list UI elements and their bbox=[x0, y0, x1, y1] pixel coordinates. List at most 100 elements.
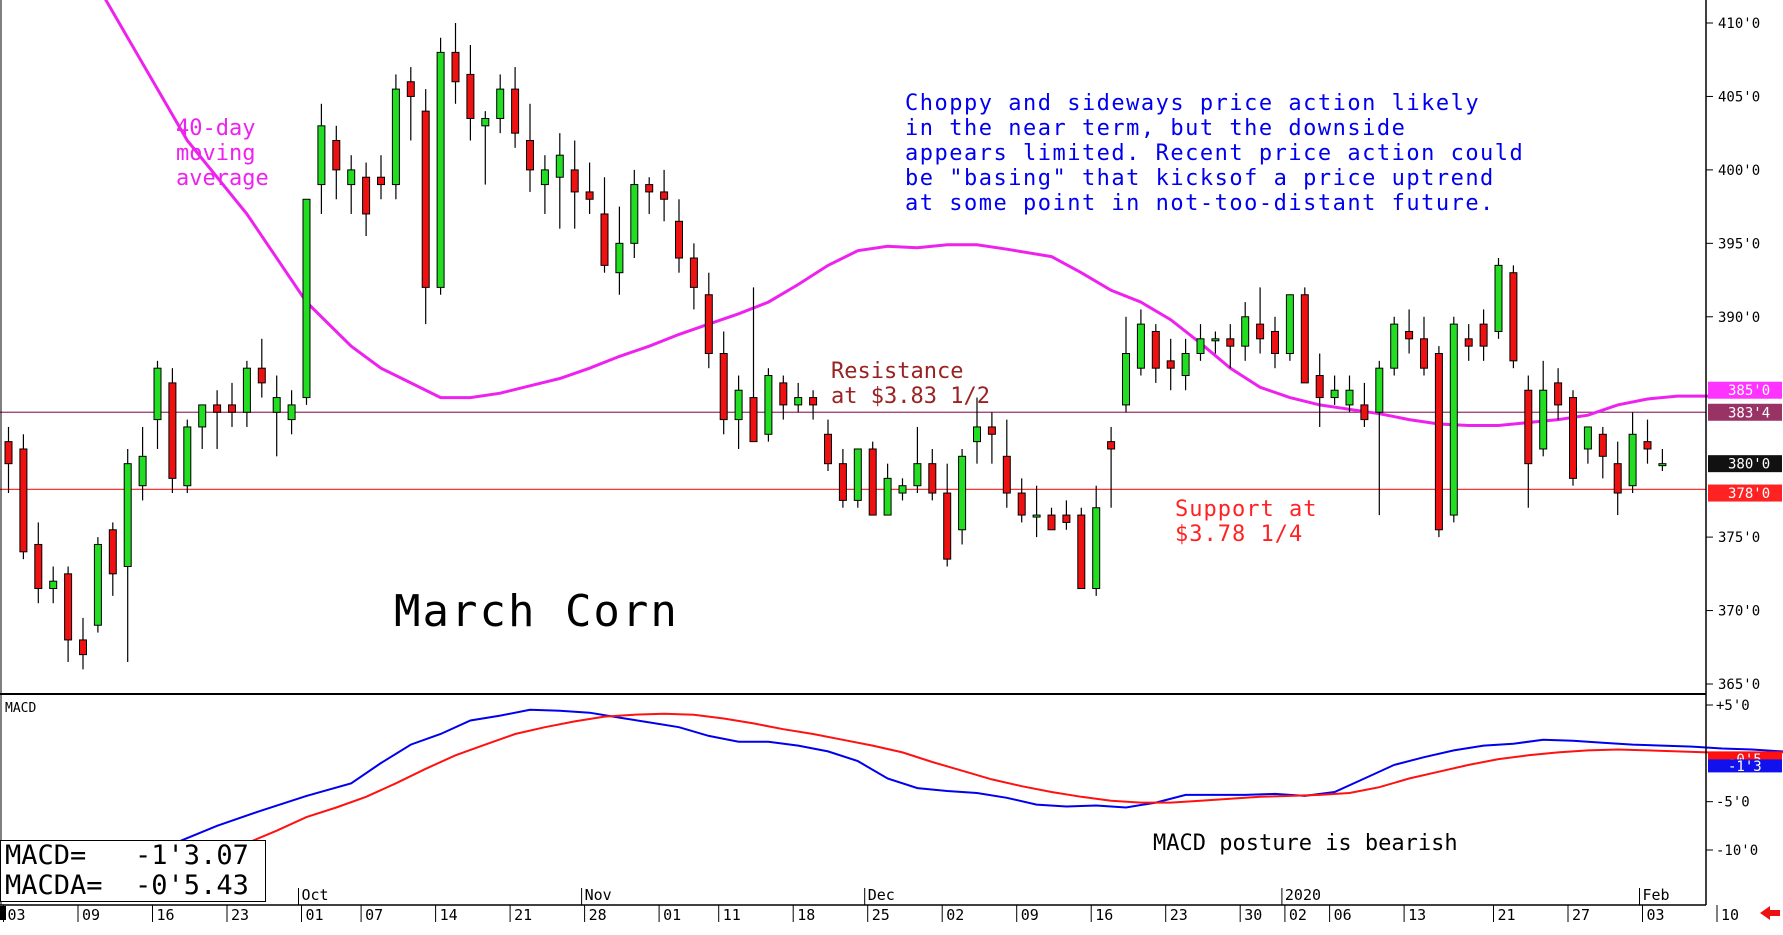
candle bbox=[1002, 419, 1011, 508]
candle bbox=[79, 617, 87, 670]
candle-body-down bbox=[1509, 272, 1518, 362]
candle bbox=[451, 23, 460, 104]
candle-body-up bbox=[49, 580, 58, 590]
candle bbox=[1285, 294, 1294, 361]
date-tick-label: 27 bbox=[1572, 906, 1590, 924]
candle bbox=[1122, 316, 1130, 413]
date-tick-label: 16 bbox=[157, 906, 175, 924]
candle bbox=[64, 566, 73, 662]
candle bbox=[377, 155, 385, 200]
candle bbox=[511, 67, 520, 148]
scroll-handle bbox=[0, 906, 6, 920]
candle bbox=[1196, 324, 1205, 361]
candle-body-down bbox=[1598, 433, 1607, 457]
support-annotation-line: Support at bbox=[1175, 497, 1317, 522]
candle-body-up bbox=[913, 463, 922, 487]
candle-body-up bbox=[242, 367, 251, 413]
candle-body-down bbox=[466, 73, 475, 119]
candle-body-down bbox=[1479, 323, 1488, 347]
macd-note: MACD posture is bearish bbox=[1153, 831, 1458, 856]
candle-body-up bbox=[555, 154, 564, 178]
candle bbox=[302, 198, 311, 405]
candle-body-up bbox=[958, 455, 967, 531]
month-label: Feb bbox=[1643, 886, 1670, 904]
candle bbox=[242, 360, 251, 427]
candle bbox=[1300, 287, 1309, 384]
candle bbox=[1077, 507, 1086, 590]
commentary-annotation-line: Choppy and sideways price action likely bbox=[905, 91, 1480, 116]
candle bbox=[1464, 324, 1473, 361]
candle-body-up bbox=[123, 463, 132, 567]
date-tick-label: 18 bbox=[797, 906, 815, 924]
candle bbox=[615, 206, 624, 295]
candle-body-up bbox=[1092, 507, 1101, 590]
support-annotation-line: $3.78 1/4 bbox=[1175, 522, 1303, 547]
candle-body-down bbox=[704, 294, 713, 354]
candle bbox=[1613, 441, 1622, 516]
candle bbox=[943, 463, 952, 567]
candle-body-up bbox=[347, 169, 356, 186]
candle-body-up bbox=[496, 88, 505, 119]
candle-body-up bbox=[302, 198, 311, 399]
candle bbox=[1017, 478, 1026, 523]
candle bbox=[347, 155, 356, 214]
candle bbox=[287, 390, 296, 435]
candle-body-up bbox=[1330, 389, 1339, 399]
price-tick-label: 390'0 bbox=[1718, 310, 1760, 326]
price-tick-label: 400'0 bbox=[1718, 163, 1760, 179]
candle-body-down bbox=[406, 81, 415, 97]
candle-body-up bbox=[973, 426, 981, 443]
candle bbox=[1211, 331, 1220, 354]
macda-value: MACDA= -0'5.43 bbox=[5, 870, 249, 901]
candle bbox=[1166, 338, 1175, 391]
candle-body-down bbox=[377, 176, 385, 186]
candle-body-up bbox=[630, 184, 639, 244]
candle-body-down bbox=[1643, 441, 1652, 450]
date-tick-label: 10 bbox=[1721, 906, 1739, 924]
candle bbox=[734, 375, 743, 449]
candle bbox=[436, 37, 445, 295]
candle bbox=[34, 522, 43, 604]
candle bbox=[108, 522, 117, 596]
date-tick-label: 14 bbox=[440, 906, 458, 924]
candle-body-down bbox=[1420, 338, 1428, 369]
candle-body-up bbox=[1375, 367, 1384, 413]
price-flag-box bbox=[1708, 484, 1782, 502]
candle bbox=[1136, 309, 1145, 376]
ma-annotation-line: average bbox=[176, 166, 269, 191]
candle-body-down bbox=[1226, 338, 1235, 347]
candle bbox=[1405, 309, 1414, 354]
candle-body-down bbox=[332, 140, 341, 171]
candle bbox=[1047, 507, 1056, 531]
ma-annotation-line: 40-day bbox=[176, 116, 255, 141]
candle bbox=[1345, 375, 1354, 413]
resistance-annotation-line: Resistance bbox=[831, 359, 963, 384]
candle bbox=[973, 397, 981, 464]
month-label: Dec bbox=[868, 886, 895, 904]
candle bbox=[555, 133, 564, 229]
price-flag: 380'0 bbox=[1708, 455, 1782, 473]
candle bbox=[1315, 353, 1324, 427]
commentary-annotation-line: at some point in not-too-distant future. bbox=[905, 191, 1495, 216]
candle bbox=[1449, 316, 1458, 523]
candle-body-down bbox=[1464, 338, 1473, 347]
candle-body-up bbox=[1211, 338, 1220, 342]
candle bbox=[406, 67, 415, 141]
chart-title: March Corn bbox=[394, 586, 679, 637]
candle bbox=[570, 140, 579, 229]
candle-body-up bbox=[287, 404, 296, 421]
candle bbox=[1479, 309, 1488, 361]
candle bbox=[481, 111, 490, 185]
candle-body-up bbox=[1241, 316, 1250, 347]
candle-body-down bbox=[1613, 463, 1622, 494]
candle bbox=[749, 287, 758, 443]
candle-body-down bbox=[1151, 330, 1160, 369]
price-flag: 378'0 bbox=[1708, 484, 1782, 502]
candle-body-up bbox=[1032, 514, 1041, 518]
candle bbox=[1598, 426, 1607, 479]
candle bbox=[585, 162, 594, 214]
candle-body-down bbox=[987, 426, 996, 435]
candle bbox=[362, 162, 371, 236]
candle bbox=[183, 419, 192, 494]
